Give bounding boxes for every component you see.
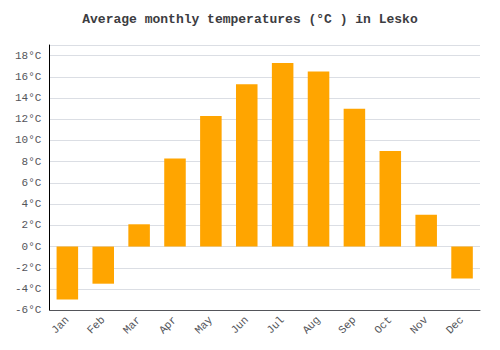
svg-text:Jan: Jan <box>49 314 71 336</box>
svg-text:8°C: 8°C <box>22 156 42 168</box>
svg-text:Average monthly temperatures (: Average monthly temperatures (°C ) in Le… <box>82 12 418 27</box>
svg-text:14°C: 14°C <box>15 92 42 104</box>
svg-text:Aug: Aug <box>300 314 322 336</box>
svg-text:Nov: Nov <box>408 314 431 337</box>
svg-text:May: May <box>193 314 216 337</box>
svg-text:0°C: 0°C <box>22 241 42 253</box>
svg-text:Jun: Jun <box>229 314 251 336</box>
svg-text:16°C: 16°C <box>15 71 42 83</box>
svg-text:10°C: 10°C <box>15 134 42 146</box>
svg-text:2°C: 2°C <box>22 219 42 231</box>
svg-text:Sep: Sep <box>336 314 358 336</box>
svg-text:Jul: Jul <box>264 314 286 336</box>
svg-text:6°C: 6°C <box>22 177 42 189</box>
svg-text:-6°C: -6°C <box>15 304 42 316</box>
svg-text:-4°C: -4°C <box>15 283 42 295</box>
svg-text:-2°C: -2°C <box>15 262 42 274</box>
svg-text:12°C: 12°C <box>15 113 42 125</box>
svg-text:Dec: Dec <box>444 314 466 336</box>
svg-text:18°C: 18°C <box>15 50 42 62</box>
svg-text:4°C: 4°C <box>22 198 42 210</box>
svg-text:Feb: Feb <box>85 314 107 336</box>
svg-text:Oct: Oct <box>372 314 394 336</box>
svg-text:Apr: Apr <box>157 314 179 336</box>
svg-text:Mar: Mar <box>121 314 143 336</box>
